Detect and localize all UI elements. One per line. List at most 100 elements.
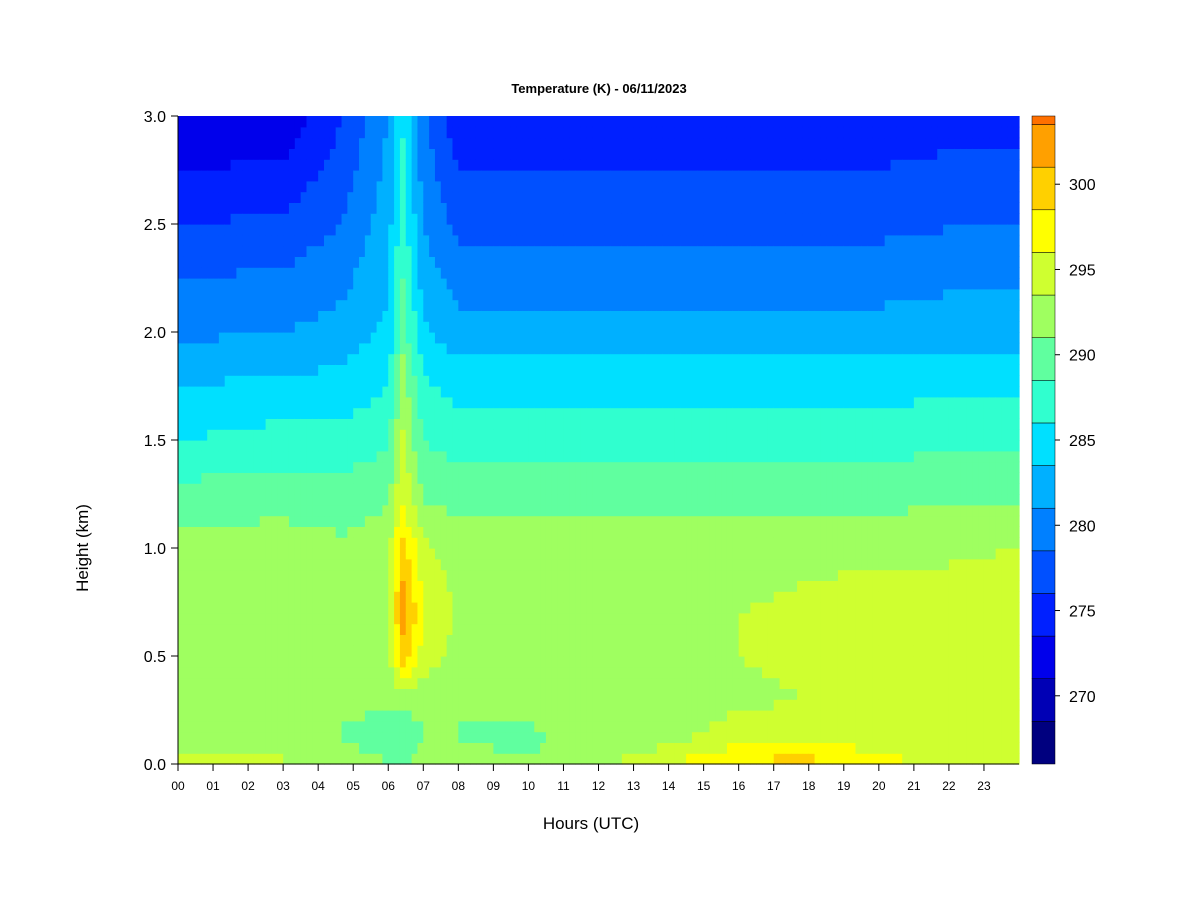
heatmap-cell (201, 461, 208, 473)
heatmap-cell (522, 494, 530, 506)
heatmap-cell (353, 267, 360, 279)
heatmap-cell (604, 353, 611, 365)
heatmap-cell (394, 537, 401, 549)
heatmap-cell (411, 202, 419, 214)
heatmap-cell (253, 116, 261, 128)
heatmap-cell (645, 699, 652, 711)
heatmap-cell (195, 548, 202, 560)
heatmap-cell (540, 375, 547, 387)
heatmap-cell (651, 450, 658, 463)
heatmap-cell (639, 191, 646, 203)
heatmap-cell (329, 256, 337, 268)
heatmap-cell (236, 267, 243, 279)
heatmap-cell (499, 526, 506, 538)
heatmap-cell (370, 191, 378, 203)
heatmap-cell (446, 494, 454, 506)
heatmap-cell (399, 515, 407, 527)
heatmap-cell (417, 159, 424, 171)
heatmap-cell (341, 612, 348, 625)
heatmap-cell (189, 245, 197, 257)
heatmap-cell (347, 278, 354, 290)
heatmap-cell (394, 278, 401, 290)
heatmap-cell (207, 472, 214, 484)
heatmap-cell (534, 288, 541, 301)
heatmap-cell (294, 396, 302, 409)
heatmap-cell (335, 656, 343, 668)
heatmap-cell (230, 386, 237, 398)
heatmap-cell (493, 170, 500, 182)
heatmap-cell (324, 407, 331, 419)
heatmap-cell (475, 677, 483, 689)
heatmap-cell (545, 375, 553, 387)
heatmap-cell (645, 558, 652, 571)
heatmap-cell (505, 753, 512, 765)
heatmap-cell (376, 407, 384, 419)
heatmap-cell (242, 342, 249, 355)
heatmap-cell (592, 288, 600, 301)
heatmap-cell (434, 537, 442, 549)
heatmap-cell (253, 623, 261, 635)
heatmap-cell (563, 656, 570, 668)
heatmap-cell (458, 515, 465, 527)
heatmap-cell (201, 440, 208, 452)
heatmap-cell (236, 299, 243, 311)
heatmap-cell (452, 256, 459, 268)
heatmap-cell (545, 418, 553, 430)
heatmap-cell (294, 472, 302, 484)
heatmap-cell (411, 731, 419, 743)
heatmap-cell (236, 504, 243, 517)
heatmap-cell (528, 602, 535, 614)
heatmap-cell (294, 375, 302, 387)
heatmap-cell (569, 148, 576, 160)
heatmap-cell (353, 753, 360, 765)
heatmap-cell (318, 310, 325, 322)
heatmap-cell (534, 461, 541, 473)
heatmap-cell (253, 645, 261, 657)
heatmap-cell (440, 407, 448, 419)
heatmap-cell (534, 234, 541, 247)
heatmap-cell (242, 375, 249, 387)
heatmap-cell (213, 710, 220, 722)
heatmap-cell (265, 299, 273, 311)
heatmap-cell (569, 137, 576, 149)
heatmap-cell (627, 267, 635, 279)
heatmap-cell (213, 310, 220, 322)
heatmap-cell (353, 742, 360, 754)
heatmap-cell (551, 494, 559, 506)
heatmap-cell (405, 321, 413, 333)
heatmap-cell (364, 677, 372, 689)
heatmap-cell (242, 731, 249, 743)
heatmap-cell (318, 710, 325, 722)
heatmap-cell (598, 515, 605, 527)
heatmap-cell (411, 710, 419, 722)
heatmap-cell (347, 472, 354, 484)
heatmap-cell (253, 213, 261, 225)
heatmap-cell (242, 267, 249, 279)
heatmap-cell (312, 234, 319, 247)
heatmap-cell (329, 245, 337, 257)
heatmap-cell (458, 310, 465, 322)
heatmap-cell (347, 321, 354, 333)
heatmap-cell (230, 440, 237, 452)
heatmap-cell (201, 375, 208, 387)
heatmap-cell (394, 396, 401, 409)
heatmap-cell (329, 645, 337, 657)
heatmap-cell (429, 569, 436, 581)
heatmap-cell (335, 537, 343, 549)
heatmap-cell (540, 677, 547, 689)
heatmap-cell (248, 310, 255, 322)
heatmap-cell (417, 224, 424, 236)
heatmap-cell (417, 364, 424, 376)
heatmap-cell (341, 742, 348, 754)
heatmap-cell (183, 494, 191, 506)
heatmap-cell (604, 580, 611, 592)
heatmap-cell (318, 461, 325, 473)
heatmap-cell (604, 742, 611, 754)
heatmap-cell (417, 310, 424, 322)
heatmap-cell (388, 591, 395, 603)
heatmap-cell (656, 602, 664, 614)
heatmap-cell (522, 234, 530, 247)
heatmap-cell (417, 267, 424, 279)
heatmap-cell (277, 288, 284, 301)
heatmap-cell (580, 731, 588, 743)
